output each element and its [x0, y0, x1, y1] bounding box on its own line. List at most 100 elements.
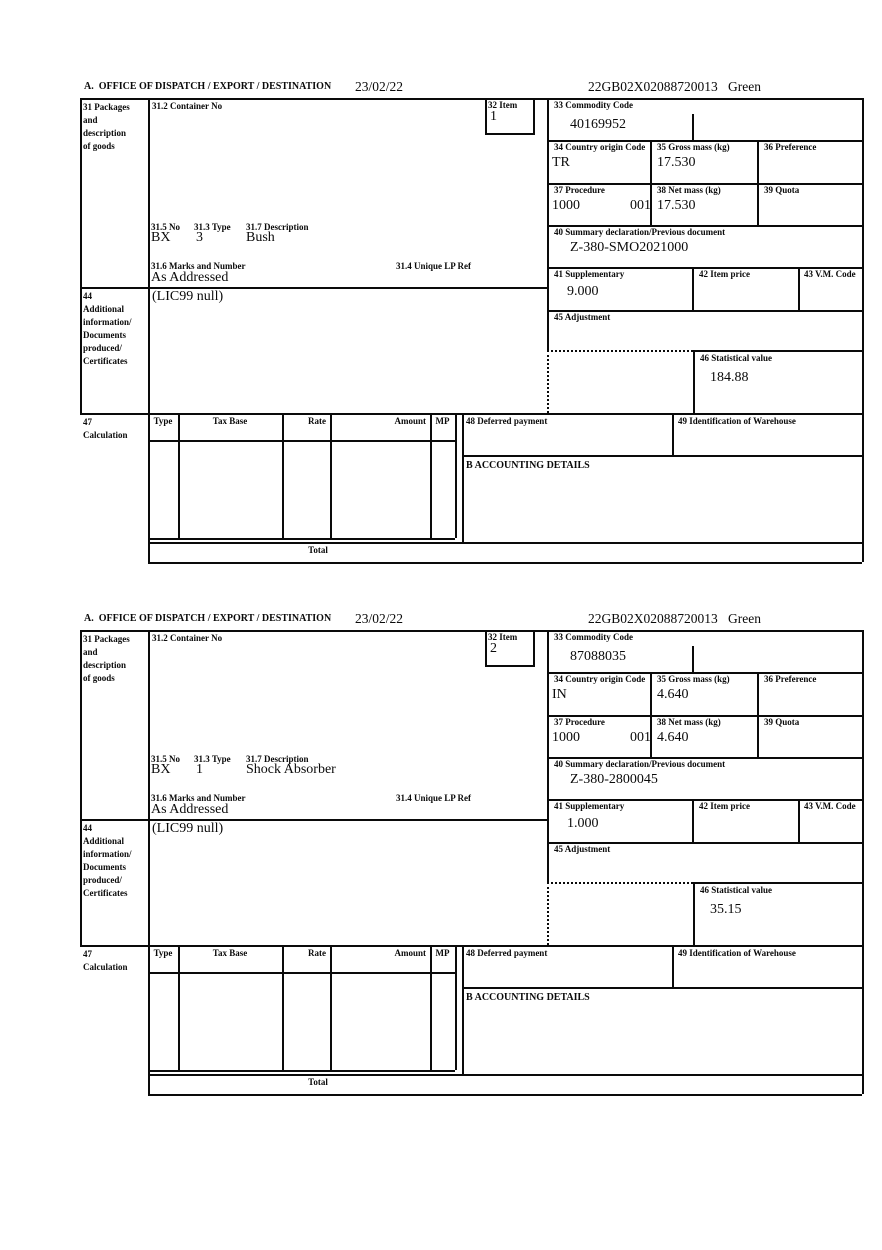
description-value: Shock Absorber: [246, 762, 336, 777]
declaration-reference: 22GB02X02088720013: [588, 79, 718, 94]
grid-line: [80, 630, 862, 632]
declaration-item-section: A. OFFICE OF DISPATCH / EXPORT / DESTINA…: [80, 78, 864, 564]
calc-col-rate: Rate: [308, 416, 326, 426]
unique-lp-ref-label: 31.4 Unique LP Ref: [396, 261, 472, 271]
warehouse-id-label: 49 Identification of Warehouse: [678, 416, 796, 426]
previous-document-value: Z-380-2800045: [570, 772, 658, 787]
grid-line: [80, 98, 862, 100]
marks-and-number-label: 31.6 Marks and Number: [151, 793, 246, 803]
grid-line: [148, 630, 150, 1094]
grid-line: [80, 98, 82, 413]
commodity-code-value: 87088035: [570, 649, 626, 664]
accounting-details-label: B ACCOUNTING DETAILS: [466, 460, 590, 471]
gross-mass-label: 35 Gross mass (kg): [657, 142, 730, 152]
grid-line: [798, 267, 800, 310]
item-number-box: [485, 98, 535, 135]
procedure-suffix-value: 001: [630, 198, 651, 213]
box47-calculation-label: 47 Calculation: [83, 949, 128, 972]
grid-line: [462, 987, 862, 989]
grid-line: [455, 413, 457, 538]
item-price-label: 42 Item price: [699, 801, 750, 811]
total-label: Total: [308, 545, 328, 555]
package-no-label: 31.5 No: [151, 754, 180, 764]
grid-line: [692, 799, 694, 842]
office-of-dispatch-label: A. OFFICE OF DISPATCH / EXPORT / DESTINA…: [84, 613, 332, 624]
item-price-label: 42 Item price: [699, 269, 750, 279]
grid-line: [693, 350, 862, 352]
statistical-value: 35.15: [710, 902, 742, 917]
grid-line: [148, 440, 455, 442]
grid-line: [282, 945, 284, 1070]
calc-col-amount: Amount: [394, 948, 426, 958]
box31-packages-label: 31 Packages and description of goods: [83, 102, 130, 151]
procedure-value: 1000: [552, 730, 580, 745]
net-mass-label: 38 Net mass (kg): [657, 717, 721, 727]
grid-line: [80, 819, 547, 821]
additional-info-value: (LIC99 null): [152, 289, 224, 304]
package-code-value: BX: [151, 230, 171, 245]
grid-line: [80, 630, 82, 945]
package-no-label: 31.5 No: [151, 222, 180, 232]
commodity-code-label: 33 Commodity Code: [554, 632, 633, 642]
calc-col-mp: MP: [435, 948, 450, 958]
quota-label: 39 Quota: [764, 717, 800, 727]
grid-line: [547, 98, 549, 350]
commodity-code-tick-line: [692, 646, 694, 672]
grid-line: [455, 945, 457, 1070]
routing-status: Green: [728, 79, 761, 94]
grid-line: [672, 413, 674, 455]
description-label: 31.7 Description: [246, 754, 309, 764]
grid-line: [430, 945, 432, 1070]
grid-line: [330, 945, 332, 1070]
procedure-label: 37 Procedure: [554, 185, 605, 195]
grid-line: [330, 413, 332, 538]
package-type-value: 3: [196, 230, 203, 245]
box31-packages-label: 31 Packages and description of goods: [83, 634, 130, 683]
dotted-line: [547, 350, 693, 352]
declaration-date: 23/02/22: [355, 611, 404, 626]
grid-line: [148, 562, 862, 564]
item-label: 32 Item: [488, 100, 518, 110]
grid-line: [547, 672, 862, 674]
grid-line: [547, 140, 862, 142]
grid-line: [862, 98, 864, 562]
gross-mass-value: 17.530: [657, 155, 696, 170]
preference-label: 36 Preference: [764, 674, 817, 684]
supplementary-value: 1.000: [567, 816, 599, 831]
grid-line: [547, 715, 862, 717]
grid-line: [148, 972, 455, 974]
commodity-code-tick-line: [692, 114, 694, 140]
grid-line: [178, 945, 180, 1070]
package-type-label: 31.3 Type: [194, 754, 231, 764]
grid-line: [462, 413, 464, 542]
statistical-value: 184.88: [710, 370, 749, 385]
item-label: 32 Item: [488, 632, 518, 642]
warehouse-id-label: 49 Identification of Warehouse: [678, 948, 796, 958]
grid-line: [693, 350, 695, 413]
dotted-line: [547, 882, 693, 884]
grid-line: [80, 287, 547, 289]
total-label: Total: [308, 1077, 328, 1087]
dotted-line: [547, 350, 549, 413]
country-origin-value: IN: [552, 687, 567, 702]
grid-line: [693, 882, 695, 945]
calc-col-mp: MP: [435, 416, 450, 426]
grid-line: [430, 413, 432, 538]
description-value: Bush: [246, 230, 275, 245]
grid-line: [547, 310, 862, 312]
supplementary-value: 9.000: [567, 284, 599, 299]
package-code-value: BX: [151, 762, 171, 777]
vm-code-label: 43 V.M. Code: [804, 269, 856, 279]
net-mass-label: 38 Net mass (kg): [657, 185, 721, 195]
gross-mass-label: 35 Gross mass (kg): [657, 674, 730, 684]
adjustment-label: 45 Adjustment: [554, 844, 611, 854]
grid-line: [547, 225, 862, 227]
grid-line: [148, 1074, 862, 1076]
container-no-label: 31.2 Container No: [152, 633, 223, 643]
grid-line: [178, 413, 180, 538]
declaration-item-section: A. OFFICE OF DISPATCH / EXPORT / DESTINA…: [80, 610, 864, 1096]
item-number-value: 2: [490, 641, 497, 656]
statistical-value-label: 46 Statistical value: [700, 353, 772, 363]
grid-line: [282, 413, 284, 538]
